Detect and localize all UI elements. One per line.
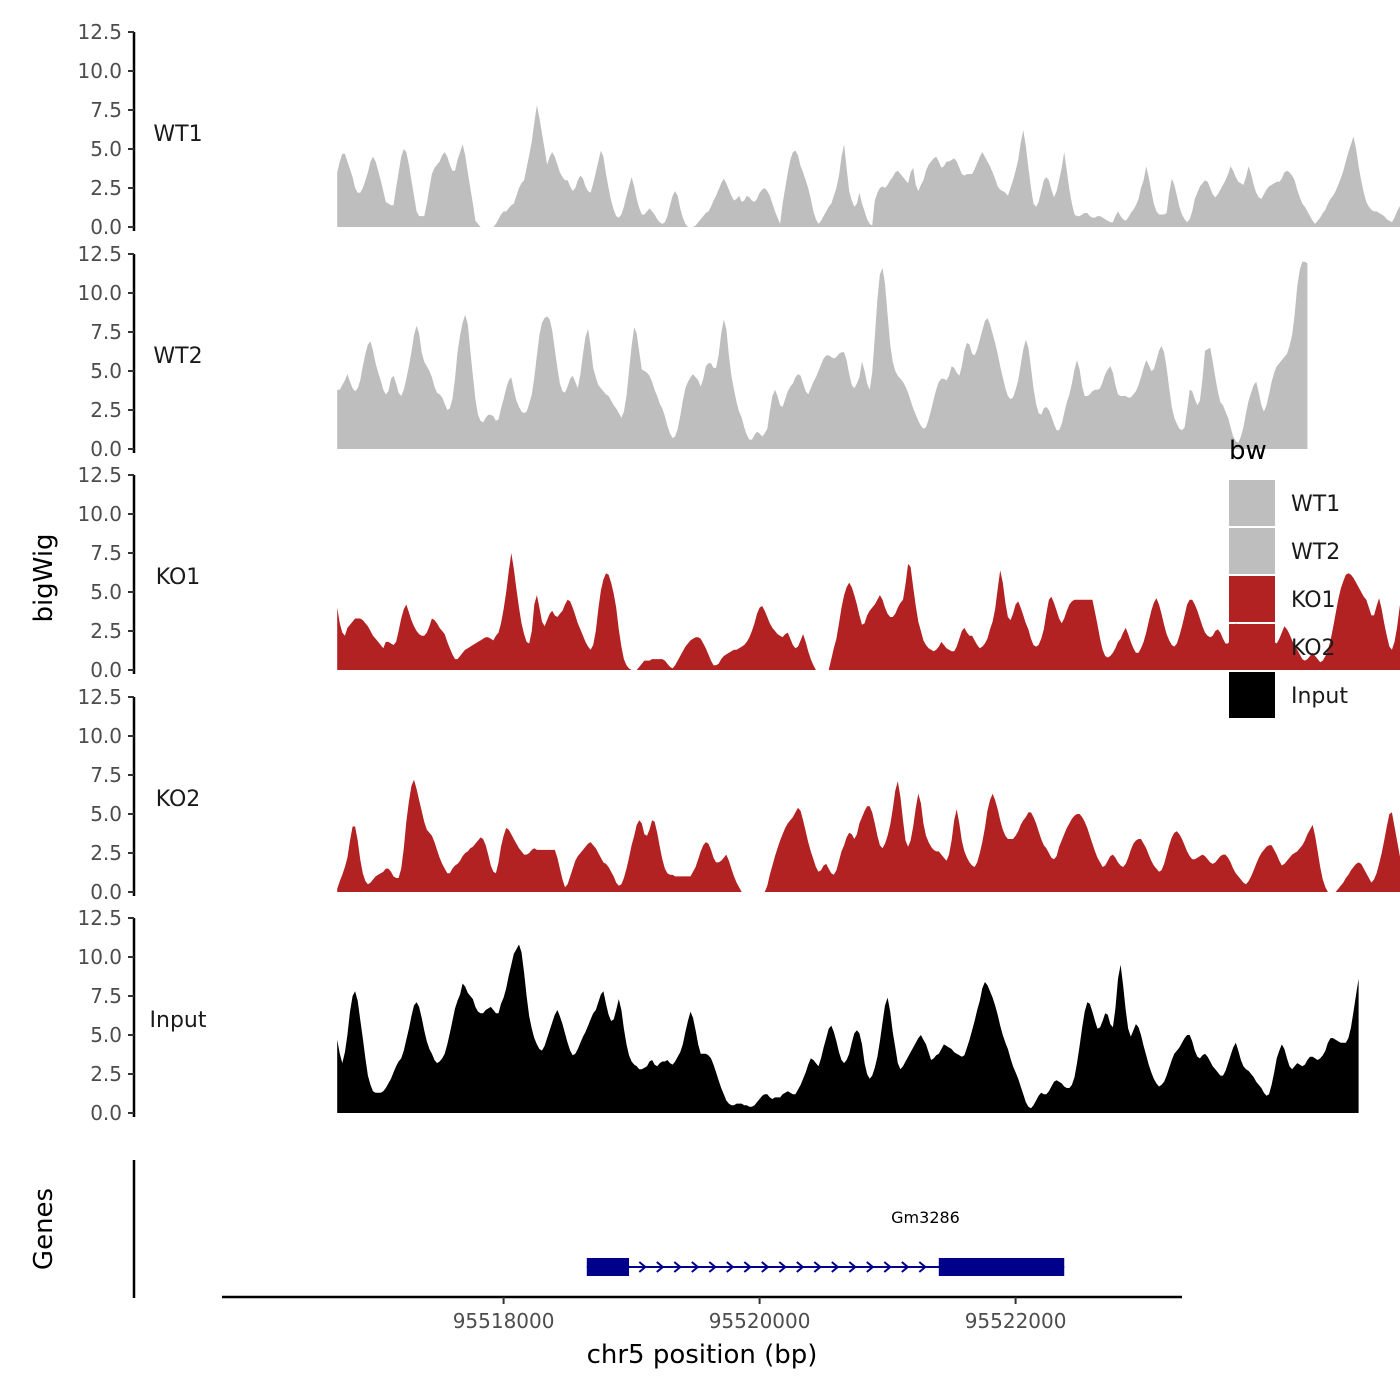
legend-label: KO1 (1291, 588, 1336, 613)
x-tick-label: 95522000 (965, 1309, 1067, 1333)
strand-arrow (638, 1261, 647, 1273)
genes-axis-title: Genes (29, 1188, 59, 1270)
track-label: KO2 (156, 787, 201, 812)
gene-models: Gm3286 (586, 1208, 1065, 1276)
gene-label: Gm3286 (891, 1208, 960, 1227)
legend: bw WT1 WT2 KO1 KO2 Input (1229, 436, 1348, 718)
strand-arrow (813, 1261, 822, 1273)
strand-arrow (796, 1261, 805, 1273)
area-input (337, 944, 1359, 1113)
y-tick-label: 0.0 (90, 658, 122, 682)
y-tick-label: 2.5 (90, 176, 122, 200)
legend-items: WT1 WT2 KO1 KO2 Input (1229, 480, 1348, 718)
y-tick-label: 0.0 (90, 1101, 122, 1125)
strand-arrow (691, 1261, 700, 1273)
y-tick-label: 0.0 (90, 437, 122, 461)
y-tick-label: 10.0 (77, 945, 122, 969)
track-label: WT2 (153, 344, 202, 369)
strand-arrow (708, 1261, 717, 1273)
legend-swatch (1229, 624, 1275, 670)
track-label: KO1 (156, 565, 201, 590)
track-ko2: 0.0 2.5 5.0 7.5 10.0 12.5 KO2 (77, 685, 1400, 904)
genes-panel: Genes Gm3286 (29, 1160, 1065, 1298)
y-tick-label: 7.5 (90, 984, 122, 1008)
strand-arrow (761, 1261, 770, 1273)
x-tick-label: 95520000 (709, 1309, 811, 1333)
track-input: 0.0 2.5 5.0 7.5 10.0 12.5 Input (77, 906, 1359, 1125)
y-tick-label: 10.0 (77, 59, 122, 83)
x-axis: 95518000 95520000 95522000 chr5 position (… (222, 1295, 1182, 1370)
strand-arrow (743, 1261, 752, 1273)
coverage-tracks: 0.0 2.5 5.0 7.5 10.0 12.5 WT1 0.0 2.5 5.0 7.5 10.0 1… (77, 20, 1400, 1125)
legend-swatch (1229, 672, 1275, 718)
y-axis-title: bigWig (29, 533, 59, 622)
legend-item-wt2: WT2 (1229, 528, 1340, 574)
y-tick-label: 0.0 (90, 880, 122, 904)
y-tick-label: 0.0 (90, 215, 122, 239)
legend-swatch (1229, 528, 1275, 574)
legend-swatch (1229, 480, 1275, 526)
strand-arrow (726, 1261, 735, 1273)
y-tick-label: 7.5 (90, 541, 122, 565)
strand-arrow (656, 1261, 665, 1273)
track-ko1: 0.0 2.5 5.0 7.5 10.0 12.5 KO1 (77, 463, 1400, 682)
legend-item-input: Input (1229, 672, 1348, 718)
x-ticks: 95518000 95520000 95522000 (453, 1297, 1067, 1333)
strand-arrow (831, 1261, 840, 1273)
legend-item-wt1: WT1 (1229, 480, 1340, 526)
track-wt2: 0.0 2.5 5.0 7.5 10.0 12.5 WT2 (77, 242, 1308, 461)
track-label: Input (150, 1008, 207, 1033)
area-wt2 (337, 261, 1308, 449)
area-ko2 (337, 779, 1400, 892)
y-tick-label: 12.5 (77, 463, 122, 487)
legend-item-ko1: KO1 (1229, 576, 1336, 622)
strand-arrow (918, 1261, 927, 1273)
x-axis-title: chr5 position (bp) (587, 1340, 818, 1370)
y-tick-label: 12.5 (77, 20, 122, 44)
legend-title: bw (1229, 436, 1267, 466)
area-wt1 (337, 105, 1400, 227)
gene-gm3286: Gm3286 (586, 1208, 1065, 1276)
y-tick-label: 7.5 (90, 320, 122, 344)
gene-exon (938, 1258, 1065, 1276)
legend-label: WT2 (1291, 540, 1340, 565)
y-tick-label: 12.5 (77, 906, 122, 930)
strand-arrow (673, 1261, 682, 1273)
strand-arrow (883, 1261, 892, 1273)
y-tick-label: 10.0 (77, 281, 122, 305)
gene-exon (586, 1258, 630, 1276)
track-wt1: 0.0 2.5 5.0 7.5 10.0 12.5 WT1 (77, 20, 1400, 239)
y-tick-label: 7.5 (90, 98, 122, 122)
y-tick-label: 2.5 (90, 1062, 122, 1086)
y-tick-label: 5.0 (90, 359, 122, 383)
strand-arrow (866, 1261, 875, 1273)
y-tick-label: 5.0 (90, 1023, 122, 1047)
strand-arrow (848, 1261, 857, 1273)
area-ko1 (337, 553, 1400, 670)
legend-label: WT1 (1291, 492, 1340, 517)
strand-arrow (778, 1261, 787, 1273)
y-tick-label: 12.5 (77, 685, 122, 709)
y-tick-label: 5.0 (90, 802, 122, 826)
strand-arrow (901, 1261, 910, 1273)
legend-swatch (1229, 576, 1275, 622)
y-tick-label: 5.0 (90, 137, 122, 161)
legend-label: Input (1291, 684, 1348, 709)
y-tick-label: 10.0 (77, 724, 122, 748)
x-tick-label: 95518000 (453, 1309, 555, 1333)
y-tick-label: 2.5 (90, 619, 122, 643)
track-label: WT1 (153, 122, 202, 147)
y-tick-label: 2.5 (90, 398, 122, 422)
y-tick-label: 2.5 (90, 841, 122, 865)
legend-item-ko2: KO2 (1229, 624, 1336, 670)
y-tick-label: 10.0 (77, 502, 122, 526)
legend-label: KO2 (1291, 636, 1336, 661)
y-tick-label: 5.0 (90, 580, 122, 604)
y-tick-label: 12.5 (77, 242, 122, 266)
y-tick-label: 7.5 (90, 763, 122, 787)
